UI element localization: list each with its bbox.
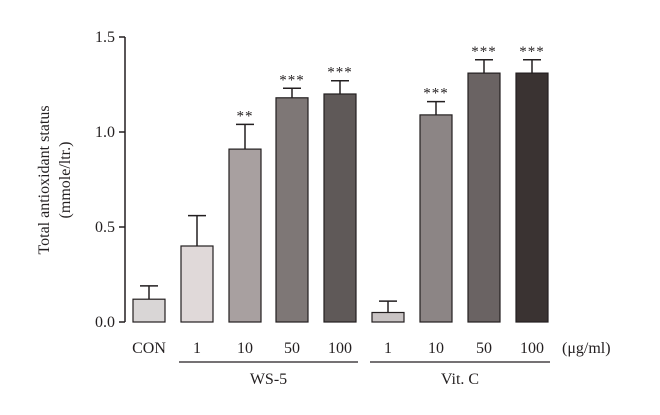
y-ticks: 0.0 0.5 1.0 1.5: [95, 29, 125, 331]
y-axis-title: Total antioxidant status (mmole/ltr.): [36, 105, 74, 254]
category-label: 10: [428, 340, 444, 357]
bar: [132, 298, 166, 323]
category-label: 10: [237, 340, 253, 357]
category-labels: CON 1 10 50 100 1 10 50 100: [132, 340, 544, 357]
significance-label: ***: [279, 72, 305, 88]
bar: [180, 245, 214, 323]
unit-label: (μg/ml): [562, 340, 611, 357]
significance-label: **: [237, 108, 254, 124]
group-label: WS-5: [250, 371, 287, 388]
group-labels: WS-5 Vit. C: [179, 361, 550, 388]
y-axis-label-line2: (mmole/ltr.): [57, 142, 74, 219]
significance-label: ***: [423, 86, 449, 102]
significance-label: ***: [519, 44, 545, 60]
y-tick-label: 1.0: [95, 124, 115, 141]
significance-label: ***: [471, 44, 497, 60]
category-label: 50: [284, 340, 300, 357]
y-tick-label: 1.5: [95, 29, 115, 46]
y-axis-label-line1: Total antioxidant status: [36, 105, 53, 254]
y-tick-label: 0.0: [95, 314, 115, 331]
bar: [515, 72, 549, 323]
category-label: 100: [328, 340, 352, 357]
bar: [419, 114, 453, 323]
bar: [228, 148, 262, 323]
bar: [323, 93, 357, 323]
y-tick-label: 0.5: [95, 219, 115, 236]
category-label: 1: [193, 340, 201, 357]
significance-label: ***: [327, 65, 353, 81]
category-label: CON: [132, 340, 166, 357]
category-label: 50: [476, 340, 492, 357]
bar: [371, 311, 405, 323]
bar: [275, 97, 309, 323]
bars: ***** ********* ***: [132, 44, 549, 323]
category-label: 1: [384, 340, 392, 357]
group-label: Vit. C: [441, 371, 479, 388]
bar: [467, 72, 501, 323]
category-label: 100: [520, 340, 544, 357]
